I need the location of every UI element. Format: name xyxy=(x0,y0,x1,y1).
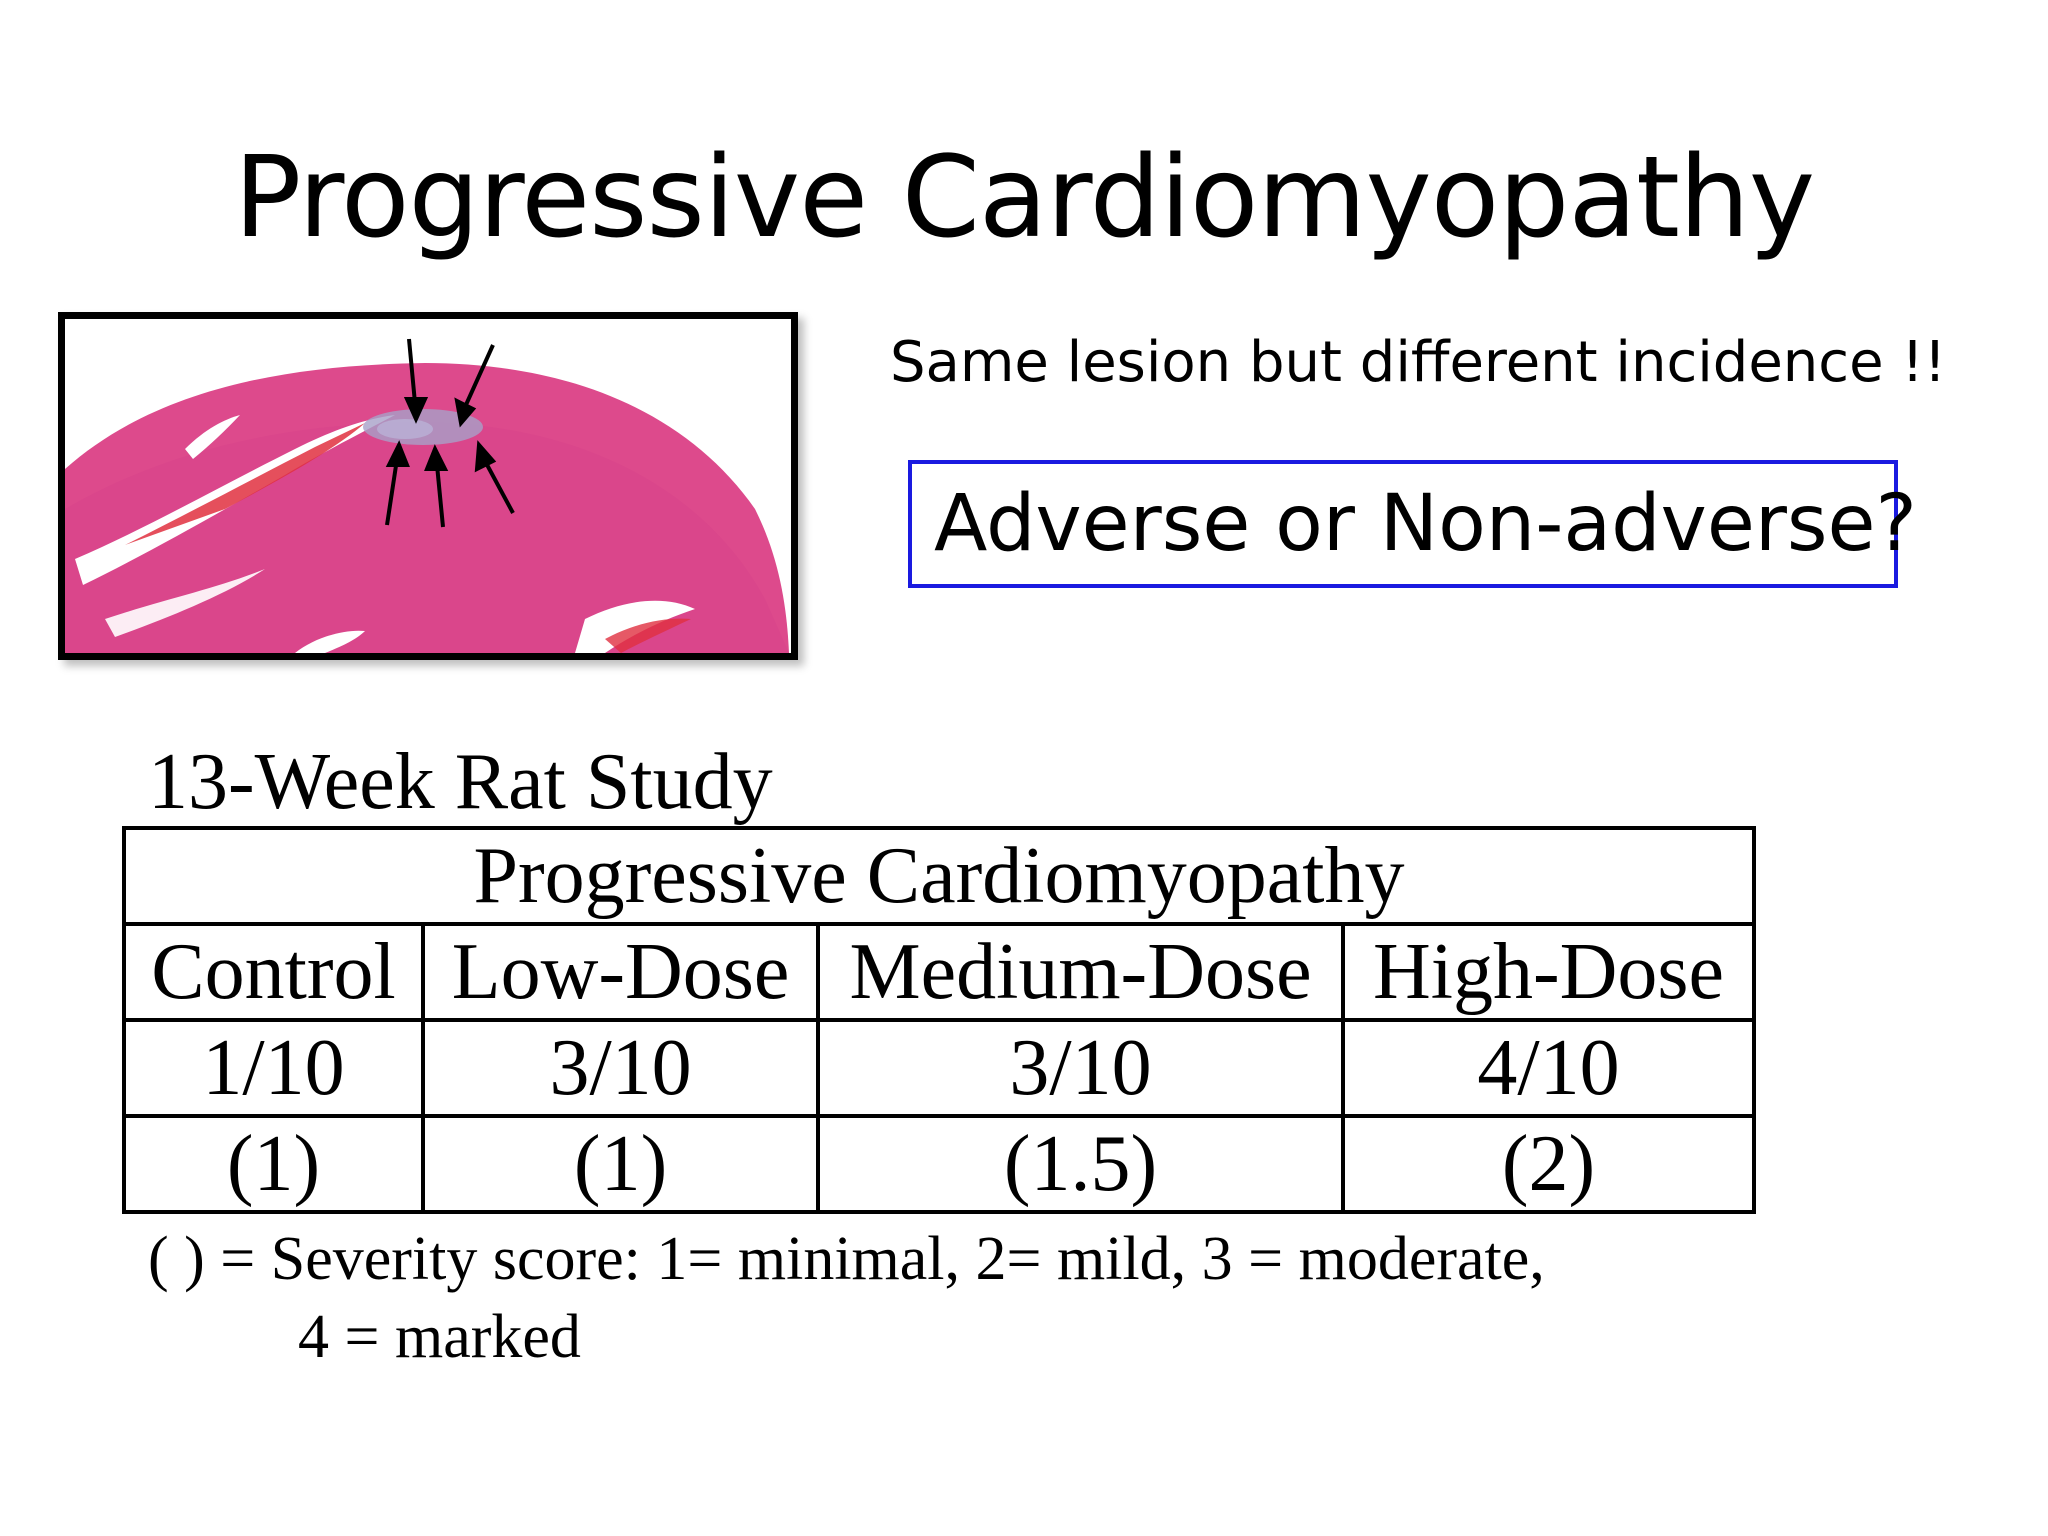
column-medium-dose: Medium-Dose xyxy=(816,922,1345,1022)
footnote: ( ) = Severity score: 1= minimal, 2= mil… xyxy=(148,1220,1545,1376)
incidence-control: 1/10 xyxy=(121,1018,426,1118)
incidence-low-dose: 3/10 xyxy=(421,1018,821,1118)
table-row-incidence: 1/10 3/10 3/10 4/10 xyxy=(121,1018,1756,1118)
incidence-high-dose: 4/10 xyxy=(1341,1018,1756,1118)
table-header: Progressive Cardiomyopathy xyxy=(122,826,1756,926)
subtitle: Same lesion but different incidence !! xyxy=(890,330,1947,395)
question-text: Adverse or Non-adverse? xyxy=(934,479,1917,569)
histology-image xyxy=(58,312,798,660)
incidence-medium-dose: 3/10 xyxy=(816,1018,1345,1118)
arrow-icon xyxy=(385,338,515,528)
slide-title: Progressive Cardiomyopathy xyxy=(233,133,1815,263)
table-header-row: Progressive Cardiomyopathy xyxy=(122,826,1756,926)
footnote-line-1: ( ) = Severity score: 1= minimal, 2= mil… xyxy=(148,1225,1545,1293)
table-row-severity: (1) (1) (1.5) (2) xyxy=(121,1114,1756,1214)
severity-medium-dose: (1.5) xyxy=(816,1114,1345,1214)
results-table: Progressive Cardiomyopathy Control Low-D… xyxy=(121,826,1756,1214)
heart-tissue-section xyxy=(65,319,791,653)
study-title: 13-Week Rat Study xyxy=(148,738,773,826)
severity-control: (1) xyxy=(121,1114,426,1214)
column-high-dose: High-Dose xyxy=(1341,922,1756,1022)
severity-low-dose: (1) xyxy=(421,1114,821,1214)
question-box: Adverse or Non-adverse? xyxy=(908,460,1917,588)
column-low-dose: Low-Dose xyxy=(421,922,821,1022)
column-control: Control xyxy=(121,922,426,1022)
table-row-columns: Control Low-Dose Medium-Dose High-Dose xyxy=(121,922,1756,1022)
footnote-line-2: 4 = marked xyxy=(298,1303,581,1371)
severity-high-dose: (2) xyxy=(1341,1114,1756,1214)
